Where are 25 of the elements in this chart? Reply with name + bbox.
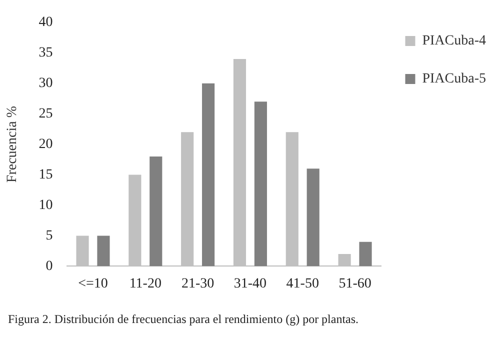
y-tick-label: 15 [38, 167, 53, 182]
bar [150, 156, 162, 266]
y-axis-title: Frecuencia % [5, 106, 20, 183]
y-tick-label: 40 [38, 15, 53, 30]
x-tick-label: 21-30 [181, 276, 214, 292]
bar [97, 236, 110, 266]
y-tick-label: 10 [38, 198, 53, 213]
x-tick-label: <=10 [78, 276, 108, 292]
x-tick-label: 41-50 [286, 276, 319, 292]
x-tick-label: 31-40 [234, 276, 267, 292]
bar [202, 83, 215, 266]
y-tick-label: 20 [38, 136, 53, 152]
y-tick-label: 35 [38, 46, 53, 61]
x-tick-label: 11-20 [129, 276, 162, 292]
bar [306, 168, 320, 266]
text: Figura 2. Distribución de frecuencias para el rendimiento (g) por plantas. [8, 312, 359, 327]
y-tick-label: 25 [38, 106, 53, 122]
y-tick-label: 5 [46, 228, 53, 244]
bar [359, 242, 372, 266]
x-tick-label: 51-60 [338, 276, 372, 292]
bar [254, 102, 267, 266]
legend-label: PIACuba-5 [422, 72, 486, 87]
y-tick-label: 30 [38, 76, 53, 92]
y-tick-label: 0 [46, 258, 53, 274]
legend-label: PIACuba-4 [422, 34, 486, 49]
